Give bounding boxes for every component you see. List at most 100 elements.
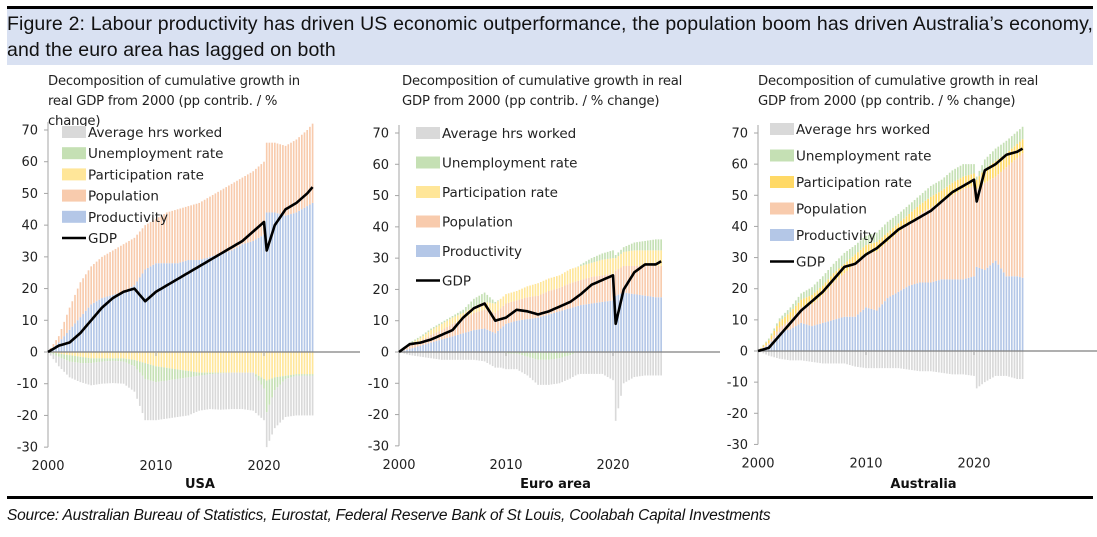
bar-segment-hrs [932,351,935,372]
bar-segment-prod [641,295,644,352]
bar-segment-prod [1016,276,1019,351]
y-tick-label: -20 [368,408,389,423]
bar-segment-part [630,250,633,266]
bar-group [580,264,582,374]
bar-segment-part [236,352,238,373]
bar-segment-part [770,335,773,340]
bar-segment-unemp [561,352,564,358]
bar-segment-pop [260,164,263,237]
bar-segment-unemp [287,375,290,379]
bar-segment-pop [821,294,824,323]
bar-segment-prod [786,329,789,351]
bar-segment-pop [803,306,805,324]
bar-group [309,126,311,416]
bar-segment-part [585,264,588,279]
bar-segment-unemp [206,372,209,375]
bar-segment-part [967,175,970,188]
bar-segment-hrs [507,353,510,370]
y-tick-label: 10 [372,314,389,329]
bar-segment-unemp [865,235,867,246]
bar-group [265,142,268,448]
bar-segment-pop [881,246,884,305]
legend-label: Participation rate [442,185,558,201]
bar-group [614,255,617,421]
bar-group [160,215,163,420]
bar-segment-pop [962,189,965,280]
bar-group [217,191,219,410]
bar-segment-part [155,352,157,367]
bar-segment-hrs [862,351,865,368]
legend-label: Productivity [796,228,876,244]
bar-group [601,253,604,374]
bar-segment-unemp [90,358,93,364]
bar-segment-pop [657,265,660,298]
bar-segment-hrs [478,352,481,361]
bar-segment-pop [929,207,932,283]
bar-segment-prod [875,310,878,351]
bar-segment-pop [195,203,198,261]
legend-item-productivity: Productivity [770,228,876,244]
bar-segment-part [553,276,555,290]
bar-segment-hrs [290,377,292,417]
bar-segment-prod [106,296,109,352]
bar-segment-pop [507,302,510,324]
bar-segment-prod [905,287,908,351]
bar-segment-prod [978,267,981,351]
bar-segment-part [989,164,992,180]
bar-segment-part [523,287,526,299]
bar-segment-prod [406,349,408,352]
bar-group [786,310,789,360]
bar-segment-prod [878,307,881,351]
bar-segment-prod [416,346,419,352]
bar-segment-part [921,202,924,213]
bar-group [109,252,111,384]
bar-segment-hrs [612,352,614,381]
bar-segment-part [797,302,800,311]
bar-segment-prod [992,263,994,351]
bar-group [246,174,249,410]
bar-segment-pop [927,209,929,283]
bar-group [636,242,638,377]
bar-segment-pop [49,348,52,350]
bar-segment-hrs [84,363,87,384]
bar-segment-pop [295,139,298,213]
bar-segment-unemp [192,371,195,377]
bar-segment-part [481,303,483,311]
bar-segment-prod [598,302,601,352]
bar-segment-hrs [927,351,929,372]
bar-segment-pop [157,217,160,264]
bar-group [419,336,422,357]
bar-segment-unemp [138,361,141,373]
bar-segment-pop [523,298,526,320]
bar-segment-prod [233,248,236,352]
bar-segment-part [120,352,122,359]
bar-segment-prod [513,321,515,352]
bar-segment-prod [203,258,206,352]
bar-group [1019,129,1021,380]
bar-segment-unemp [303,374,306,376]
bar-segment-prod [222,252,225,352]
bar-segment-pop [1000,171,1002,269]
bar-segment-unemp [168,368,171,381]
bar-segment-unemp [894,215,897,226]
bar-segment-part [789,312,792,320]
bar-segment-unemp [98,358,101,362]
bar-group [515,290,518,370]
bar-segment-part [859,249,862,260]
bar-segment-prod [870,308,873,351]
bar-segment-hrs [824,351,827,364]
bar-segment-hrs [981,351,983,385]
bar-segment-prod [192,260,195,352]
bar-segment-prod [282,214,284,352]
bar-segment-unemp [851,247,854,257]
bar-segment-prod [811,326,813,351]
bar-segment-unemp [927,188,929,199]
bar-segment-hrs [90,363,93,386]
bar-segment-prod [986,267,989,351]
bar-segment-part [219,352,222,373]
bar-group [873,233,875,369]
legend-swatch-unemployment-rate [770,149,794,162]
bar-segment-part [1021,139,1024,154]
bar-segment-unemp [770,333,773,336]
bar-segment-unemp [171,368,174,380]
